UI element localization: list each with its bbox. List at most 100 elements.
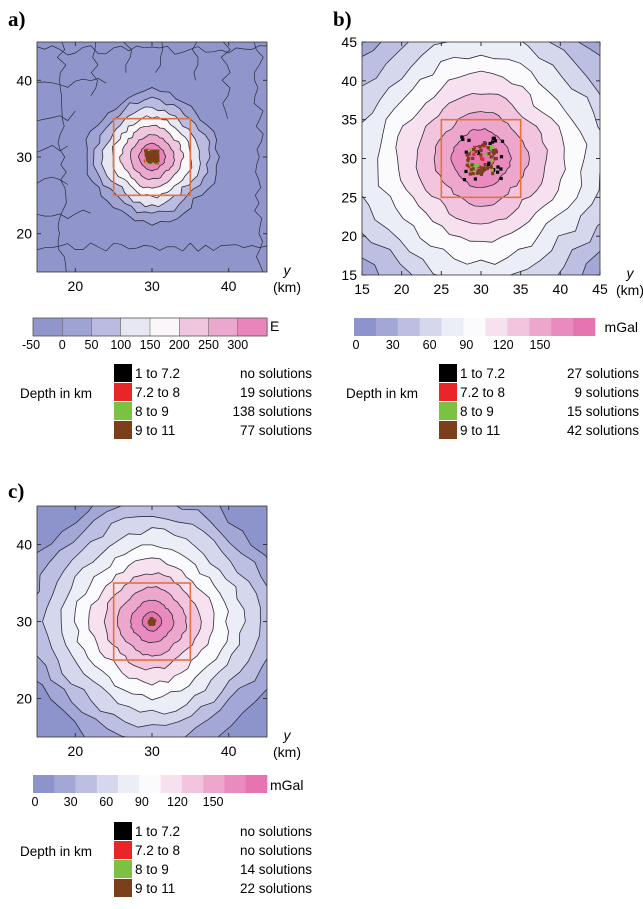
legend-range: 8 to 9 <box>135 404 169 419</box>
colorbar-swatch <box>139 775 161 793</box>
colorbar-tick-label: 90 <box>459 338 473 352</box>
legend-solutions: 27 solutions <box>567 366 639 381</box>
y-tick-label: 30 <box>341 151 357 167</box>
colorbar-swatch <box>441 318 464 336</box>
solution-point <box>464 169 468 173</box>
colorbar-swatch <box>529 318 552 336</box>
legend-range: 8 to 9 <box>135 862 169 877</box>
solution-point <box>499 155 504 159</box>
legend-range: 9 to 11 <box>135 423 175 438</box>
background-contour <box>90 42 99 96</box>
solution-point <box>496 170 500 174</box>
colorbar-tick-label: 30 <box>64 795 78 809</box>
colorbar-tick-label: 100 <box>110 338 131 352</box>
colorbar-swatch <box>375 318 399 336</box>
legend-solutions: 77 solutions <box>240 423 312 438</box>
colorbar-tick-label: 250 <box>198 338 219 352</box>
colorbar: -50 0 50 100 150 200 250 300 E <box>22 317 279 352</box>
solution-point <box>500 139 505 143</box>
legend-solutions: no solutions <box>240 366 312 381</box>
solution-point <box>146 151 150 155</box>
y-tick-label: 25 <box>341 189 357 205</box>
colorbar: 0 30 60 90 120 150 mGal <box>353 318 638 352</box>
axis-unit: (km) <box>616 282 643 298</box>
background-contour <box>220 42 231 119</box>
legend-range: 1 to 7.2 <box>135 366 180 381</box>
background-contour <box>253 42 264 272</box>
depth-legend: Depth in km 1 to 7.2 27 solutions 7.2 to 8 9… <box>346 364 639 439</box>
solution-point <box>481 157 485 161</box>
solution-point <box>469 168 473 172</box>
solution-point <box>151 621 156 625</box>
solution-point <box>499 167 503 171</box>
colorbar-tick-label: 120 <box>493 338 514 352</box>
y-tick-label: 30 <box>16 149 32 165</box>
colorbar-swatch <box>573 318 596 336</box>
legend-swatch <box>439 421 457 439</box>
solution-point <box>481 143 485 147</box>
solution-point <box>492 151 496 155</box>
colorbar-tick-label: 150 <box>203 795 224 809</box>
legend-title: Depth in km <box>20 844 92 859</box>
solution-point <box>479 171 483 175</box>
legend-solutions: 14 solutions <box>240 862 312 877</box>
colorbar-tick-label: 90 <box>135 795 149 809</box>
colorbar-swatch <box>120 317 151 337</box>
solution-point <box>479 153 483 157</box>
x-tick-label: 15 <box>354 281 370 297</box>
colorbar-tick-label: 120 <box>167 795 188 809</box>
solution-point <box>488 141 492 146</box>
solution-point <box>156 156 160 160</box>
solution-point <box>473 164 477 168</box>
axis-unit: (km) <box>273 744 301 760</box>
y-tick-label: 40 <box>16 72 32 88</box>
solution-point <box>472 147 476 152</box>
solution-point <box>470 163 474 167</box>
legend-swatch <box>114 879 132 897</box>
legend-range: 9 to 11 <box>135 881 175 896</box>
solution-point <box>489 155 493 159</box>
solution-point <box>491 172 495 176</box>
solution-point <box>487 161 491 165</box>
legend-solutions: 22 solutions <box>240 881 312 896</box>
colorbar-tick-label: 0 <box>32 795 39 809</box>
colorbar-unit: mGal <box>605 319 638 335</box>
solution-point <box>144 149 148 153</box>
background-contour <box>155 42 164 73</box>
colorbar-tick-label: 150 <box>530 338 551 352</box>
colorbar-swatch <box>54 775 76 793</box>
solution-point <box>153 619 157 623</box>
background-contour <box>37 45 267 56</box>
solution-point <box>149 622 153 626</box>
background-contour <box>37 209 91 220</box>
y-tick-label: 20 <box>16 691 32 707</box>
colorbar-swatch <box>245 775 268 793</box>
solution-point <box>153 156 157 160</box>
solution-point <box>151 160 156 165</box>
solution-point <box>479 148 483 152</box>
legend-solutions: 42 solutions <box>567 423 639 438</box>
colorbar-tick-label: 0 <box>59 338 66 352</box>
solution-point <box>147 159 151 163</box>
legend-swatch <box>114 822 132 840</box>
solution-point <box>473 145 477 149</box>
solution-point <box>490 168 494 172</box>
solution-point <box>156 149 160 153</box>
solution-point <box>465 153 469 157</box>
solution-point <box>493 139 498 143</box>
colorbar-swatch <box>75 775 98 793</box>
solution-point <box>152 154 156 158</box>
panel-label: a) <box>8 7 26 31</box>
solution-point <box>467 162 471 166</box>
solution-point <box>491 149 495 153</box>
colorbar-unit: mGal <box>270 777 303 793</box>
colorbar-tick-label: 30 <box>386 338 400 352</box>
background-contour <box>123 42 133 73</box>
solution-point <box>467 157 471 161</box>
colorbar-swatch <box>91 317 122 337</box>
x-tick-label: 40 <box>553 281 569 297</box>
solution-point <box>460 135 464 139</box>
solution-point <box>490 145 495 149</box>
background-contour <box>37 78 107 88</box>
colorbar-swatch <box>551 318 574 336</box>
